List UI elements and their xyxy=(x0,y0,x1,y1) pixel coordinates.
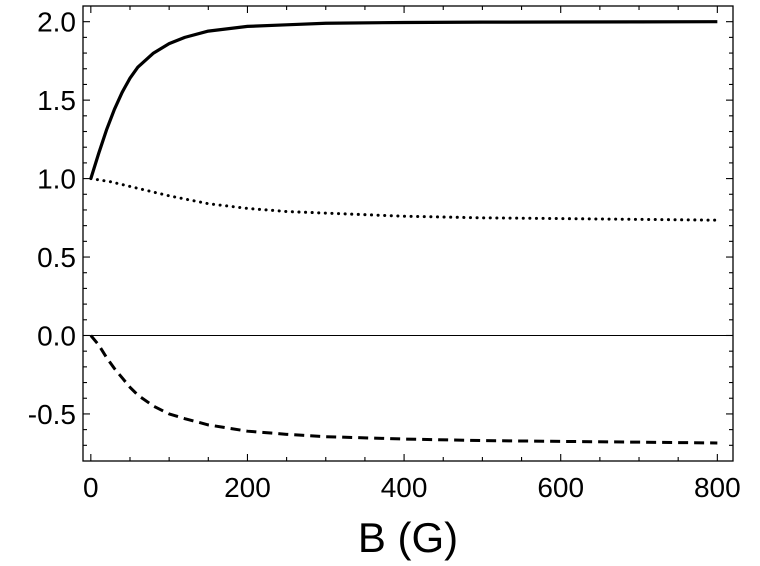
plot-frame xyxy=(82,5,734,462)
y-tick-label: 0.0 xyxy=(37,320,76,351)
x-tick-label: 0 xyxy=(83,472,99,503)
x-axis-title: B (G) xyxy=(358,514,458,561)
y-tick-label: 1.0 xyxy=(37,164,76,195)
y-tick-label: 2.0 xyxy=(37,7,76,38)
x-tick-label: 200 xyxy=(224,472,271,503)
tick-labels: 0 200 400 600 800 -0.5 0.0 0.5 1.0 1.5 2.0 xyxy=(28,7,741,503)
x-tick-label: 800 xyxy=(694,472,741,503)
x-tick-label: 400 xyxy=(381,472,428,503)
series-line-dotted xyxy=(89,177,719,222)
x-tick-label: 600 xyxy=(537,472,584,503)
y-tick-label: 1.5 xyxy=(37,85,76,116)
axis-ticks xyxy=(83,6,733,461)
plot-content xyxy=(83,20,733,445)
series-line-solid xyxy=(89,20,718,180)
y-tick-label: -0.5 xyxy=(28,399,76,430)
series-line-dashed xyxy=(89,334,718,445)
y-tick-label: 0.5 xyxy=(37,242,76,273)
